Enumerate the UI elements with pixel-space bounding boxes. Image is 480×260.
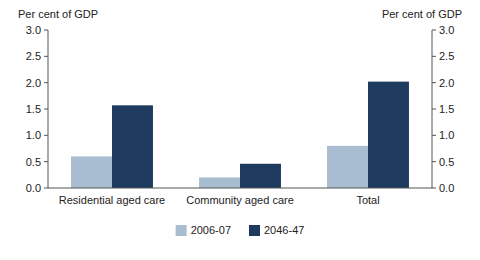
tick-label: 0.5 <box>26 156 41 168</box>
legend-label: 2006-07 <box>191 224 231 236</box>
legend-swatch <box>176 225 187 236</box>
tick-mark <box>44 161 48 162</box>
legend-label: 2046-47 <box>264 224 304 236</box>
y-axis-label: Per cent of GDP <box>18 8 98 20</box>
tick-label: 2.5 <box>26 50 41 62</box>
chart: 0.0 0.5 1.0 1.5 2.0 2.5 3.0 0.0 0.5 1.0 1.5 2.0 2.5 3… <box>0 0 480 260</box>
tick-mark <box>44 188 48 189</box>
tick-label: 1.0 <box>439 129 454 141</box>
tick-label: 0.5 <box>439 156 454 168</box>
tick-mark <box>432 188 436 189</box>
category-label: Community aged care <box>186 194 294 206</box>
bar <box>327 146 368 188</box>
bars <box>71 82 409 188</box>
category-label: Total <box>356 194 379 206</box>
tick-mark <box>44 109 48 110</box>
bar <box>71 156 112 188</box>
tick-label: 2.0 <box>26 77 41 89</box>
tick-label: 0.0 <box>26 182 41 194</box>
tick-mark <box>44 56 48 57</box>
y2-axis-label: Per cent of GDP <box>382 8 462 20</box>
tick-label: 3.0 <box>26 24 41 36</box>
tick-label: 0.0 <box>439 182 454 194</box>
bar <box>240 164 281 188</box>
tick-mark <box>432 82 436 83</box>
tick-mark <box>432 135 436 136</box>
tick-mark <box>432 109 436 110</box>
tick-label: 1.0 <box>26 129 41 141</box>
tick-mark <box>44 82 48 83</box>
tick-label: 2.0 <box>439 77 454 89</box>
bar <box>112 105 153 188</box>
tick-mark <box>432 161 436 162</box>
category-label: Residential aged care <box>59 194 165 206</box>
legend: 2006-07 2046-47 <box>176 224 305 236</box>
tick-label: 3.0 <box>439 24 454 36</box>
tick-mark <box>432 56 436 57</box>
bar <box>368 82 409 188</box>
tick-mark <box>44 30 48 31</box>
tick-mark <box>44 135 48 136</box>
x-axis-line <box>48 188 432 189</box>
tick-label: 1.5 <box>439 103 454 115</box>
tick-label: 2.5 <box>439 50 454 62</box>
tick-label: 1.5 <box>26 103 41 115</box>
bar <box>199 177 240 188</box>
tick-mark <box>432 30 436 31</box>
legend-swatch <box>249 225 260 236</box>
